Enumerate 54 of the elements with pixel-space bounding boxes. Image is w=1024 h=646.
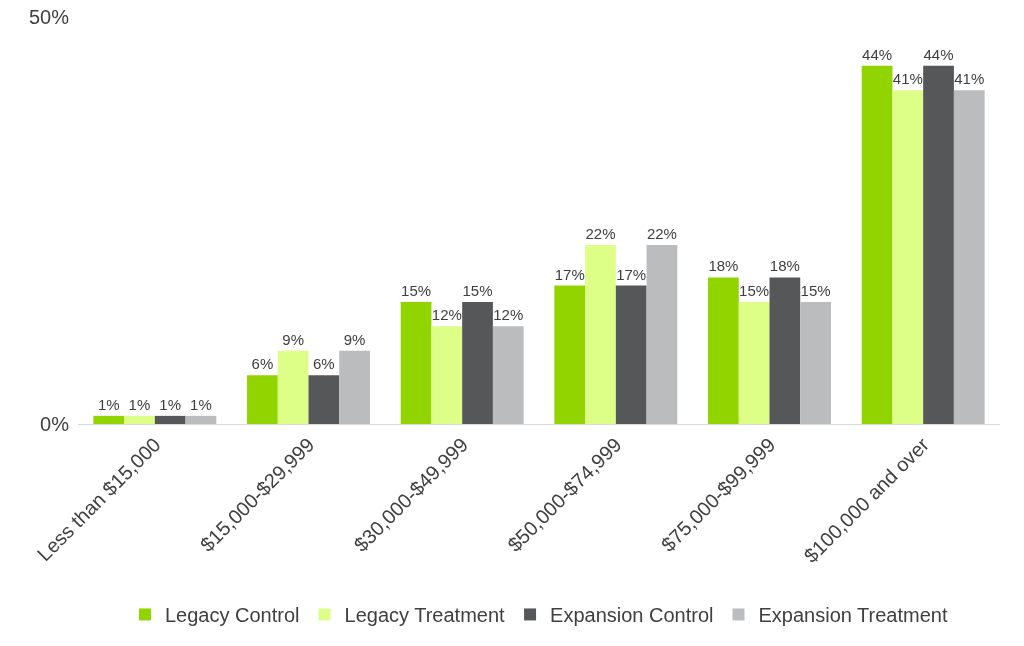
data-label: 6% bbox=[313, 355, 335, 373]
data-label: 22% bbox=[585, 224, 616, 242]
data-label: 12% bbox=[493, 306, 524, 324]
y-tick-label: 50% bbox=[28, 6, 70, 28]
bar bbox=[124, 415, 155, 424]
data-label: 41% bbox=[954, 70, 985, 88]
bar bbox=[738, 301, 770, 424]
data-label: 1% bbox=[97, 395, 120, 413]
data-label: 1% bbox=[190, 395, 212, 413]
bar bbox=[400, 301, 432, 424]
bar bbox=[247, 375, 278, 424]
data-label: 44% bbox=[923, 45, 954, 63]
data-label: 12% bbox=[431, 306, 462, 324]
legend-label: Legacy Control bbox=[165, 604, 300, 627]
bar bbox=[892, 90, 924, 424]
bar bbox=[339, 350, 370, 424]
bar bbox=[769, 277, 801, 424]
legend-label: Legacy Treatment bbox=[344, 604, 506, 627]
bar bbox=[554, 285, 586, 424]
bar bbox=[154, 415, 186, 424]
data-label: 15% bbox=[739, 281, 770, 299]
bar bbox=[861, 65, 893, 424]
data-label: 15% bbox=[462, 281, 493, 299]
data-label: 15% bbox=[401, 281, 432, 299]
bar bbox=[431, 326, 463, 424]
bar bbox=[93, 415, 125, 424]
bar bbox=[277, 350, 309, 424]
bar bbox=[585, 244, 616, 424]
data-label: 18% bbox=[769, 257, 800, 275]
bar bbox=[462, 301, 493, 424]
bar bbox=[615, 285, 647, 424]
bar bbox=[492, 326, 524, 424]
bar bbox=[953, 90, 985, 424]
y-tick-label: 0% bbox=[40, 413, 70, 435]
data-label: 17% bbox=[616, 265, 647, 283]
data-label: 18% bbox=[708, 257, 739, 275]
bar bbox=[646, 244, 678, 424]
bar bbox=[923, 65, 954, 424]
bar bbox=[800, 301, 831, 424]
data-label: 15% bbox=[800, 281, 831, 299]
legend-label: Expansion Control bbox=[550, 604, 714, 627]
data-label: 1% bbox=[159, 395, 182, 413]
bar bbox=[308, 375, 340, 424]
data-label: 22% bbox=[646, 224, 677, 242]
data-label: 9% bbox=[343, 330, 366, 348]
bar bbox=[185, 415, 217, 424]
data-label: 41% bbox=[892, 70, 923, 88]
bar bbox=[708, 277, 739, 424]
data-label: 9% bbox=[282, 330, 304, 348]
data-label: 17% bbox=[554, 265, 585, 283]
data-label: 1% bbox=[128, 395, 151, 413]
data-label: 6% bbox=[251, 355, 274, 373]
legend-label: Expansion Treatment bbox=[758, 604, 948, 627]
data-label: 44% bbox=[862, 45, 893, 63]
